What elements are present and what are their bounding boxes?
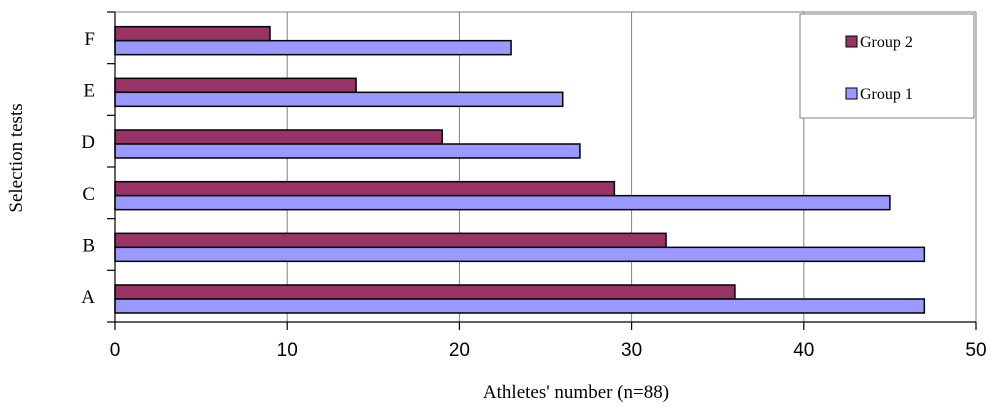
x-tick-label-30: 30 bbox=[621, 340, 642, 361]
bar-group-2-E bbox=[114, 77, 357, 94]
axes bbox=[107, 11, 977, 330]
y-axis-title: Selection tests bbox=[6, 103, 27, 212]
y-tick-label-A: A bbox=[81, 287, 95, 308]
x-tick-label-40: 40 bbox=[793, 340, 814, 361]
legend: Group 2 Group 1 bbox=[799, 13, 975, 119]
legend-box bbox=[799, 13, 975, 119]
y-tick-label-C: C bbox=[82, 184, 95, 205]
bar-group-1-A bbox=[114, 298, 926, 314]
legend-label-group-1: Group 1 bbox=[860, 86, 913, 103]
legend-swatch-group-2 bbox=[845, 35, 858, 48]
bar-group-1-B bbox=[114, 246, 926, 263]
legend-swatch-group-1 bbox=[845, 87, 858, 100]
y-tick-label-D: D bbox=[81, 132, 95, 153]
legend-label-group-2: Group 2 bbox=[860, 34, 913, 51]
y-tick-label-B: B bbox=[82, 236, 95, 257]
x-tick-labels: 0 10 20 30 40 50 bbox=[110, 340, 987, 361]
bar-group-2-C bbox=[114, 180, 616, 197]
bar-group-2-D bbox=[114, 129, 443, 145]
bar-group-2-B bbox=[114, 232, 667, 249]
x-tick-label-0: 0 bbox=[110, 340, 121, 361]
bar-group-1-C bbox=[114, 194, 891, 211]
y-tick-labels: A B C D E F bbox=[81, 29, 95, 308]
x-tick-label-10: 10 bbox=[277, 340, 298, 361]
x-tick-label-50: 50 bbox=[965, 340, 986, 361]
bar-group-1-D bbox=[114, 143, 581, 159]
y-tick-label-E: E bbox=[83, 81, 95, 102]
x-tick-label-20: 20 bbox=[449, 340, 470, 361]
y-tick-label-F: F bbox=[84, 29, 95, 50]
bar-group-1-F bbox=[114, 39, 512, 56]
x-axis-title: Athletes' number (n=88) bbox=[483, 382, 669, 403]
bar-group-2-F bbox=[114, 25, 271, 42]
bar-group-1-E bbox=[114, 91, 564, 108]
bar-group-2-A bbox=[114, 284, 736, 300]
